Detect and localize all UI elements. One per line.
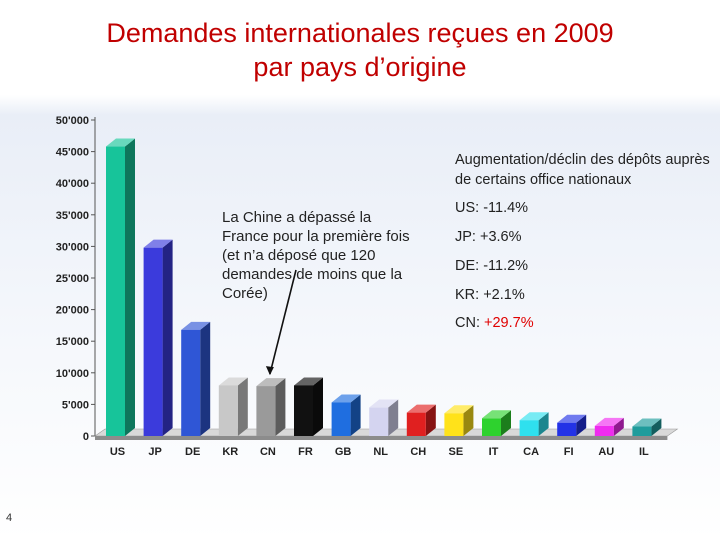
growth-panel: Augmentation/déclin des dépôts auprès de… [455, 150, 715, 331]
bar-it [482, 418, 501, 436]
y-tick-label: 25'000 [56, 273, 89, 285]
y-tick-label: 0 [83, 431, 89, 443]
bar-top-gb [331, 394, 361, 403]
bar-side-us [125, 138, 135, 436]
annotation-arrow-line [269, 269, 297, 375]
bar-side-ca [538, 412, 549, 436]
x-tick-label-jp: JP [148, 446, 161, 458]
x-tick-label-gb: GB [335, 446, 352, 458]
x-tick-label-us: US [110, 446, 125, 458]
bar-top-ca [519, 412, 549, 421]
bar-side-jp [162, 239, 173, 436]
bar-side-gb [350, 394, 361, 436]
bar-il [632, 426, 652, 436]
y-tick-label: 20'000 [56, 305, 89, 317]
x-tick-label-ca: CA [523, 446, 539, 458]
bar-de [181, 329, 201, 436]
bar-top-fi [557, 414, 587, 423]
y-tick-label: 10'000 [56, 368, 89, 380]
growth-panel-title: Augmentation/déclin des dépôts auprès de… [455, 152, 710, 188]
bar-top-jp [143, 239, 173, 248]
bar-top-cn [256, 378, 286, 387]
page-number: 4 [6, 512, 13, 524]
bar-top-it [482, 410, 511, 419]
bar-side-ch [425, 404, 436, 436]
x-tick-label-kr: KR [222, 446, 238, 458]
bar-top-kr [218, 377, 248, 386]
annotation-arrow-head [265, 366, 274, 376]
x-tick-label-cn: CN [260, 446, 276, 458]
bar-top-de [181, 321, 211, 330]
bar-cn [256, 386, 276, 436]
x-tick-label-se: SE [449, 446, 464, 458]
x-tick-label-fr: FR [298, 446, 313, 458]
bar-kr [218, 385, 238, 436]
bar-top-fr [294, 377, 323, 386]
y-tick-label: 50'000 [56, 115, 89, 127]
bar-top-au [594, 417, 624, 426]
bar-gb [331, 402, 351, 436]
bar-side-il [651, 418, 662, 436]
bar-side-de [200, 321, 211, 436]
bar-top-nl [369, 399, 399, 408]
bar-side-fi [576, 414, 587, 436]
bar-top-se [444, 405, 474, 414]
bar-side-cn [275, 378, 286, 436]
title-line-2: par pays d’origine [253, 52, 467, 82]
bar-side-fr [313, 377, 323, 436]
bar-top-us [106, 138, 135, 147]
bar-ca [519, 420, 539, 436]
y-tick-label: 45'000 [56, 147, 89, 159]
x-tick-label-de: DE [185, 446, 200, 458]
x-tick-label-it: IT [489, 446, 499, 458]
y-tick-label: 5'000 [62, 399, 89, 411]
x-tick-label-ch: CH [410, 446, 426, 458]
chart-floor-edge [95, 436, 668, 440]
growth-de: DE: -11.2% [455, 258, 529, 274]
bar-jp [143, 247, 163, 436]
x-tick-label-il: IL [639, 446, 649, 458]
bar-chart: 0 5'000 10'000 15'000 20'000 25'000 30'000 35'0… [56, 115, 679, 458]
x-tick-label-nl: NL [373, 446, 388, 458]
y-tick-label: 40'000 [56, 178, 89, 190]
growth-cn: CN: +29.7% [455, 315, 534, 331]
growth-jp: JP: +3.6% [455, 229, 522, 245]
bar-ch [406, 412, 426, 436]
bar-top-ch [406, 404, 436, 413]
bar-side-kr [237, 377, 248, 436]
x-tick-label-au: AU [598, 446, 614, 458]
bar-top-il [632, 418, 662, 427]
growth-us: US: -11.4% [455, 200, 529, 216]
bar-side-au [613, 417, 624, 436]
slide-title: Demandes internationales reçues en 2009 … [0, 16, 720, 84]
bar-fr [294, 385, 313, 436]
bar-fi [557, 422, 577, 436]
bar-side-nl [388, 399, 399, 436]
y-tick-label: 15'000 [56, 336, 89, 348]
bar-side-se [463, 405, 474, 436]
bar-au [594, 425, 614, 436]
y-tick-label: 35'000 [56, 210, 89, 222]
bar-se [444, 413, 464, 436]
growth-kr: KR: +2.1% [455, 287, 525, 303]
bar-nl [369, 407, 389, 436]
y-tick-label: 30'000 [56, 241, 89, 253]
china-note: La Chine a dépassé la France pour la pre… [222, 209, 410, 302]
x-tick-label-fi: FI [564, 446, 574, 458]
bar-us [106, 146, 125, 436]
title-line-1: Demandes internationales reçues en 2009 [106, 18, 614, 48]
bar-side-it [501, 410, 511, 436]
